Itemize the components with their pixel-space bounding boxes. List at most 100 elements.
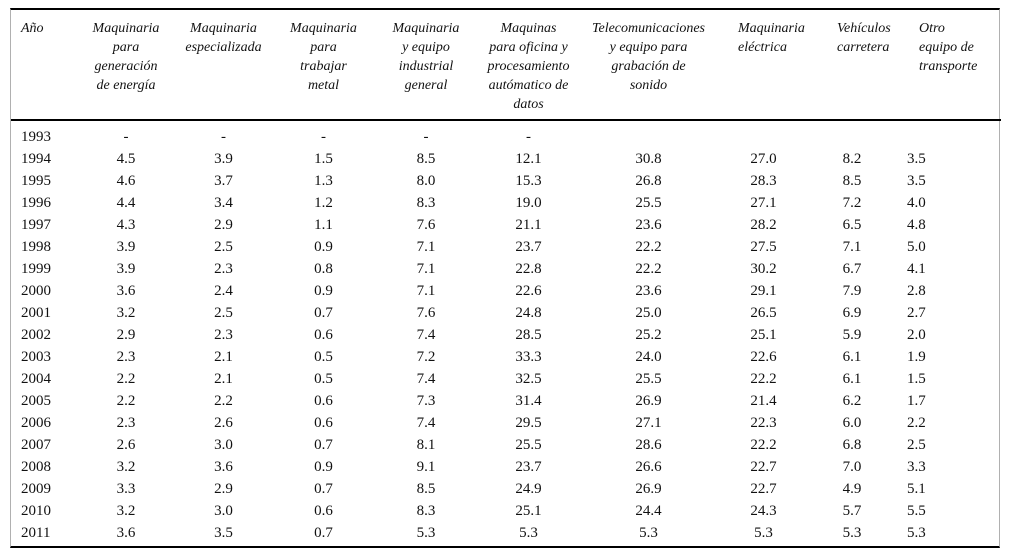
value-cell: 0.5 bbox=[314, 349, 333, 365]
year-cell: 1994 bbox=[21, 151, 51, 167]
table-row: 2000 3.6 2.4 0.9 7.1 22.6 23.6 29.1 7.9 2.8 bbox=[11, 280, 1001, 302]
value-cell: 3.9 bbox=[116, 261, 136, 277]
column-header-10: Otro equipo de transporte bbox=[893, 10, 1001, 121]
value-cell: 25.1 bbox=[515, 503, 542, 519]
table-row: 2001 3.2 2.5 0.7 7.6 24.8 25.0 26.5 6.9 2.7 bbox=[11, 302, 1001, 324]
value-cell: 22.2 bbox=[750, 371, 777, 387]
value-cell: 2.5 bbox=[214, 305, 233, 321]
value-cell: 26.6 bbox=[635, 459, 662, 475]
value-cell: 0.9 bbox=[314, 459, 333, 475]
table-row: 2007 2.6 3.0 0.7 8.1 25.5 28.6 22.2 6.8 2.5 bbox=[11, 434, 1001, 456]
value-cell: 5.1 bbox=[907, 481, 926, 497]
value-cell: 7.4 bbox=[416, 415, 436, 431]
value-cell: 7.1 bbox=[416, 239, 436, 255]
value-cell: 2.1 bbox=[214, 371, 233, 387]
value-cell: 26.9 bbox=[635, 393, 662, 409]
value-cell: 22.2 bbox=[750, 437, 777, 453]
table-row: 2009 3.3 2.9 0.7 8.5 24.9 26.9 22.7 4.9 5.1 bbox=[11, 478, 1001, 500]
table-row: 2008 3.2 3.6 0.9 9.1 23.7 26.6 22.7 7.0 3.3 bbox=[11, 456, 1001, 478]
value-cell: 5.3 bbox=[907, 525, 926, 541]
value-cell: 8.1 bbox=[416, 437, 436, 453]
value-cell: - bbox=[321, 129, 326, 145]
value-cell: 21.4 bbox=[750, 393, 777, 409]
value-cell: 7.2 bbox=[842, 195, 862, 211]
year-cell: 2006 bbox=[21, 415, 51, 431]
value-cell: 4.6 bbox=[116, 173, 136, 189]
value-cell: 8.5 bbox=[842, 173, 862, 189]
value-cell: 25.5 bbox=[515, 437, 542, 453]
value-cell: 5.9 bbox=[842, 327, 862, 343]
value-cell: 3.9 bbox=[214, 151, 233, 167]
value-cell: 12.1 bbox=[515, 151, 542, 167]
value-cell: 27.1 bbox=[750, 195, 777, 211]
value-cell: 3.9 bbox=[116, 239, 136, 255]
value-cell: 25.0 bbox=[635, 305, 662, 321]
value-cell: 3.2 bbox=[116, 459, 136, 475]
year-cell: 2009 bbox=[21, 481, 51, 497]
value-cell: 2.9 bbox=[116, 327, 136, 343]
value-cell: 0.7 bbox=[314, 437, 333, 453]
value-cell: 22.8 bbox=[515, 261, 542, 277]
value-cell: 8.3 bbox=[416, 503, 436, 519]
value-cell: 3.6 bbox=[116, 283, 136, 299]
value-cell: 7.4 bbox=[416, 327, 436, 343]
year-cell: 2003 bbox=[21, 349, 51, 365]
value-cell: 2.3 bbox=[214, 261, 233, 277]
value-cell: 22.6 bbox=[750, 349, 777, 365]
table-row: 2002 2.9 2.3 0.6 7.4 28.5 25.2 25.1 5.9 2.0 bbox=[11, 324, 1001, 346]
year-cell: 2000 bbox=[21, 283, 51, 299]
value-cell: 15.3 bbox=[515, 173, 542, 189]
value-cell: 5.7 bbox=[842, 503, 862, 519]
column-header-5: Maquinaria y equipo industrial general bbox=[376, 10, 476, 121]
value-cell: 29.1 bbox=[750, 283, 777, 299]
table-header: Año Maquinaria para generación de energía… bbox=[11, 10, 1001, 121]
value-cell: 30.8 bbox=[635, 151, 662, 167]
value-cell: 8.3 bbox=[416, 195, 436, 211]
value-cell: 3.2 bbox=[116, 503, 136, 519]
value-cell: - bbox=[123, 129, 129, 145]
value-cell: 30.2 bbox=[750, 261, 777, 277]
column-header-6: Maquinas para oficina y procesamiento au… bbox=[476, 10, 581, 121]
value-cell: - bbox=[423, 129, 429, 145]
table-body: 1993 - - - - - 1994 4.5 3.9 1.5 8.5 12.1 30.8 27.0 8.2… bbox=[11, 120, 1001, 544]
value-cell: 4.0 bbox=[907, 195, 926, 211]
value-cell: 5.3 bbox=[842, 525, 862, 541]
value-cell: 0.9 bbox=[314, 239, 333, 255]
year-cell: 1999 bbox=[21, 261, 51, 277]
value-cell: 2.3 bbox=[214, 327, 233, 343]
column-header-9: Vehículos carretera bbox=[811, 10, 893, 121]
value-cell: 29.5 bbox=[515, 415, 542, 431]
value-cell: 6.5 bbox=[842, 217, 862, 233]
value-cell: 3.0 bbox=[214, 503, 233, 519]
value-cell: 28.6 bbox=[635, 437, 662, 453]
value-cell: 4.3 bbox=[116, 217, 136, 233]
value-cell: 2.4 bbox=[214, 283, 233, 299]
year-cell: 2005 bbox=[21, 393, 51, 409]
value-cell: 3.6 bbox=[116, 525, 136, 541]
value-cell: 24.8 bbox=[515, 305, 542, 321]
value-cell: 2.2 bbox=[214, 393, 233, 409]
value-cell bbox=[811, 120, 893, 148]
value-cell: 5.3 bbox=[754, 525, 773, 541]
table-row: 2004 2.2 2.1 0.5 7.4 32.5 25.5 22.2 6.1 1.5 bbox=[11, 368, 1001, 390]
table-row: 1998 3.9 2.5 0.9 7.1 23.7 22.2 27.5 7.1 5.0 bbox=[11, 236, 1001, 258]
value-cell: 25.2 bbox=[635, 327, 662, 343]
value-cell: 1.9 bbox=[907, 349, 926, 365]
value-cell: 32.5 bbox=[515, 371, 542, 387]
value-cell: 22.7 bbox=[750, 459, 777, 475]
table-row: 2005 2.2 2.2 0.6 7.3 31.4 26.9 21.4 6.2 1.7 bbox=[11, 390, 1001, 412]
value-cell: 2.5 bbox=[214, 239, 233, 255]
value-cell: 8.2 bbox=[842, 151, 862, 167]
value-cell: 1.5 bbox=[314, 151, 333, 167]
value-cell: 2.2 bbox=[116, 371, 136, 387]
value-cell: 25.1 bbox=[750, 327, 777, 343]
value-cell: 3.3 bbox=[907, 459, 926, 475]
value-cell: 6.8 bbox=[842, 437, 862, 453]
value-cell: 22.2 bbox=[635, 261, 662, 277]
column-header-1: Año bbox=[11, 10, 76, 121]
value-cell: 4.1 bbox=[907, 261, 926, 277]
year-cell: 1995 bbox=[21, 173, 51, 189]
value-cell: 5.0 bbox=[907, 239, 926, 255]
value-cell: 1.7 bbox=[907, 393, 926, 409]
value-cell: 6.9 bbox=[842, 305, 862, 321]
